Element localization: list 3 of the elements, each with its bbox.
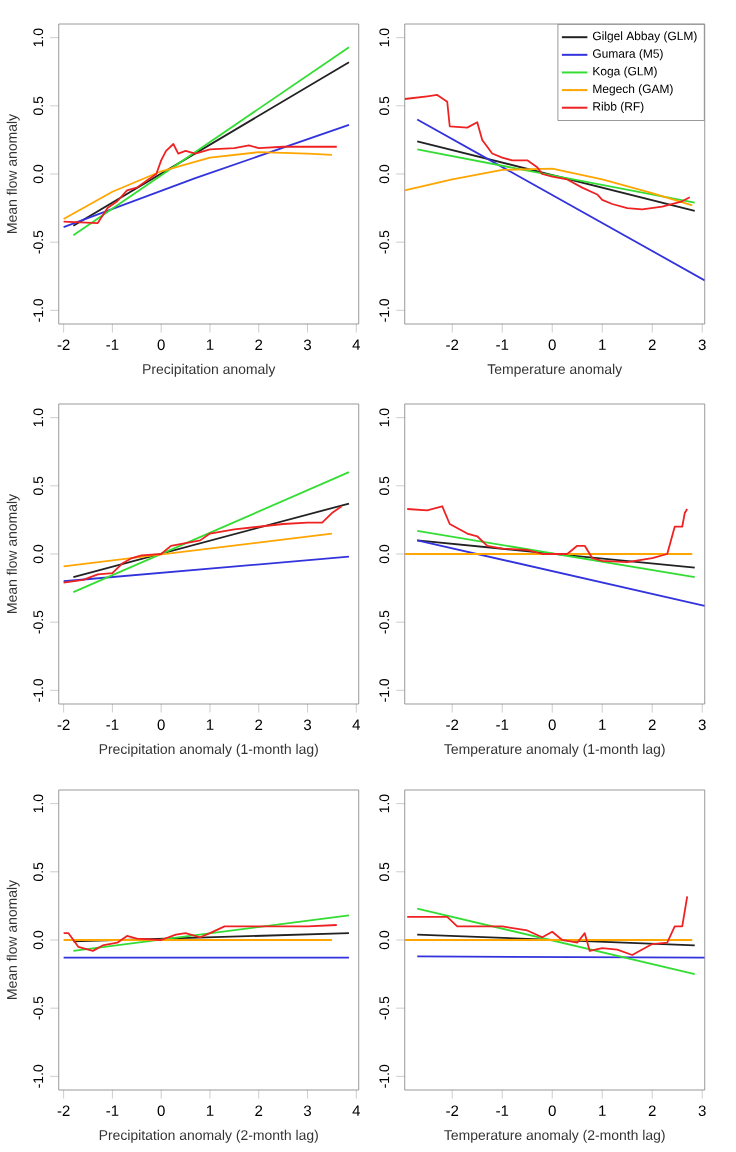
line-series	[405, 505, 688, 564]
line-series	[404, 167, 693, 207]
line-series	[404, 94, 691, 211]
